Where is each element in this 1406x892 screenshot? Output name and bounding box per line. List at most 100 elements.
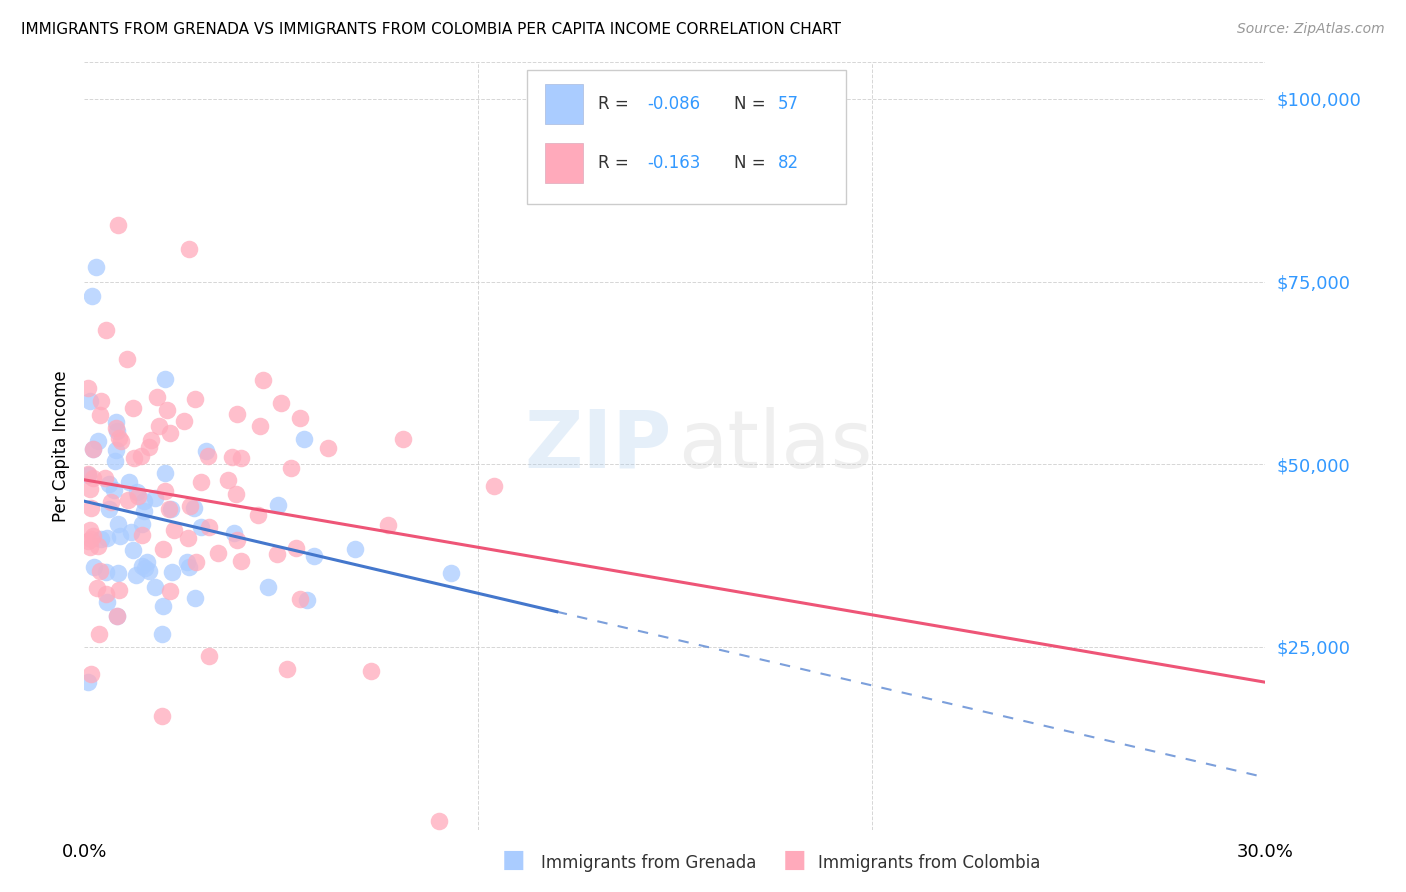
Point xyxy=(138,440,160,454)
Text: -0.086: -0.086 xyxy=(648,95,700,112)
Point xyxy=(179,500,201,514)
Point xyxy=(87,539,110,553)
Point xyxy=(89,565,111,579)
Point xyxy=(153,372,176,386)
Point xyxy=(79,483,101,497)
Text: ZIP: ZIP xyxy=(524,407,671,485)
Point xyxy=(94,323,117,337)
Point xyxy=(163,523,186,537)
Point xyxy=(138,564,160,578)
Point xyxy=(131,528,153,542)
Point xyxy=(247,508,270,523)
Point xyxy=(156,402,179,417)
Point xyxy=(90,394,112,409)
Point xyxy=(94,471,117,485)
Point xyxy=(107,566,129,581)
Point xyxy=(122,401,145,416)
Point xyxy=(80,501,103,516)
Point xyxy=(190,520,212,534)
Point xyxy=(229,554,252,568)
Point xyxy=(135,555,157,569)
Point xyxy=(82,529,104,543)
Point xyxy=(98,502,121,516)
Point xyxy=(276,662,298,676)
Point xyxy=(184,392,207,406)
Point xyxy=(117,475,139,489)
Point xyxy=(117,492,139,507)
Point xyxy=(82,442,104,456)
FancyBboxPatch shape xyxy=(546,144,582,183)
Point xyxy=(105,608,128,623)
Text: 57: 57 xyxy=(778,95,799,112)
Point xyxy=(103,483,125,497)
Point xyxy=(148,419,170,434)
Point xyxy=(82,289,104,303)
Text: 82: 82 xyxy=(778,154,799,172)
Point xyxy=(440,566,463,580)
Point xyxy=(141,434,163,448)
Point xyxy=(225,407,247,421)
Y-axis label: Per Capita Income: Per Capita Income xyxy=(52,370,70,522)
Point xyxy=(79,541,101,555)
Text: N =: N = xyxy=(734,95,770,112)
Point xyxy=(184,591,207,605)
Point xyxy=(316,442,339,456)
Point xyxy=(183,500,205,515)
Point xyxy=(96,595,118,609)
Text: -0.163: -0.163 xyxy=(648,154,702,172)
Point xyxy=(302,549,325,563)
Point xyxy=(285,541,308,556)
Point xyxy=(225,486,247,500)
Point xyxy=(257,580,280,594)
Point xyxy=(173,414,195,428)
Point xyxy=(392,432,415,446)
Point xyxy=(104,421,127,435)
Point xyxy=(153,467,176,481)
Point xyxy=(288,592,311,607)
Point xyxy=(184,555,207,569)
Point xyxy=(79,523,101,537)
Point xyxy=(482,478,505,492)
Point xyxy=(377,517,399,532)
Point xyxy=(159,583,181,598)
Point xyxy=(207,546,229,560)
Point xyxy=(105,424,128,438)
Point xyxy=(297,593,319,607)
Point xyxy=(179,242,201,256)
Text: atlas: atlas xyxy=(679,407,873,485)
Point xyxy=(190,475,212,490)
Point xyxy=(157,502,180,516)
Point xyxy=(152,542,174,557)
Point xyxy=(177,559,200,574)
Point xyxy=(122,451,145,466)
Point xyxy=(217,473,239,487)
Point xyxy=(80,532,103,546)
Point xyxy=(83,559,105,574)
Point xyxy=(108,583,131,598)
FancyBboxPatch shape xyxy=(546,84,582,124)
Point xyxy=(344,542,367,557)
Point xyxy=(84,260,107,274)
Point xyxy=(87,627,110,641)
Point xyxy=(86,581,108,595)
Point xyxy=(155,484,177,499)
Point xyxy=(159,426,181,441)
Point xyxy=(252,373,274,387)
Point xyxy=(249,419,271,434)
Point xyxy=(105,608,128,623)
Point xyxy=(86,434,108,448)
Text: R =: R = xyxy=(598,95,634,112)
Point xyxy=(89,408,111,422)
Point xyxy=(198,519,221,533)
Point xyxy=(266,547,288,561)
Point xyxy=(117,351,139,366)
Point xyxy=(143,580,166,594)
Point xyxy=(360,665,382,679)
Point xyxy=(176,555,198,569)
Point xyxy=(150,708,173,723)
Point xyxy=(90,533,112,547)
Text: IMMIGRANTS FROM GRENADA VS IMMIGRANTS FROM COLOMBIA PER CAPITA INCOME CORRELATIO: IMMIGRANTS FROM GRENADA VS IMMIGRANTS FR… xyxy=(21,22,841,37)
Point xyxy=(134,503,156,517)
Point xyxy=(107,431,129,445)
Text: ■: ■ xyxy=(783,848,806,872)
